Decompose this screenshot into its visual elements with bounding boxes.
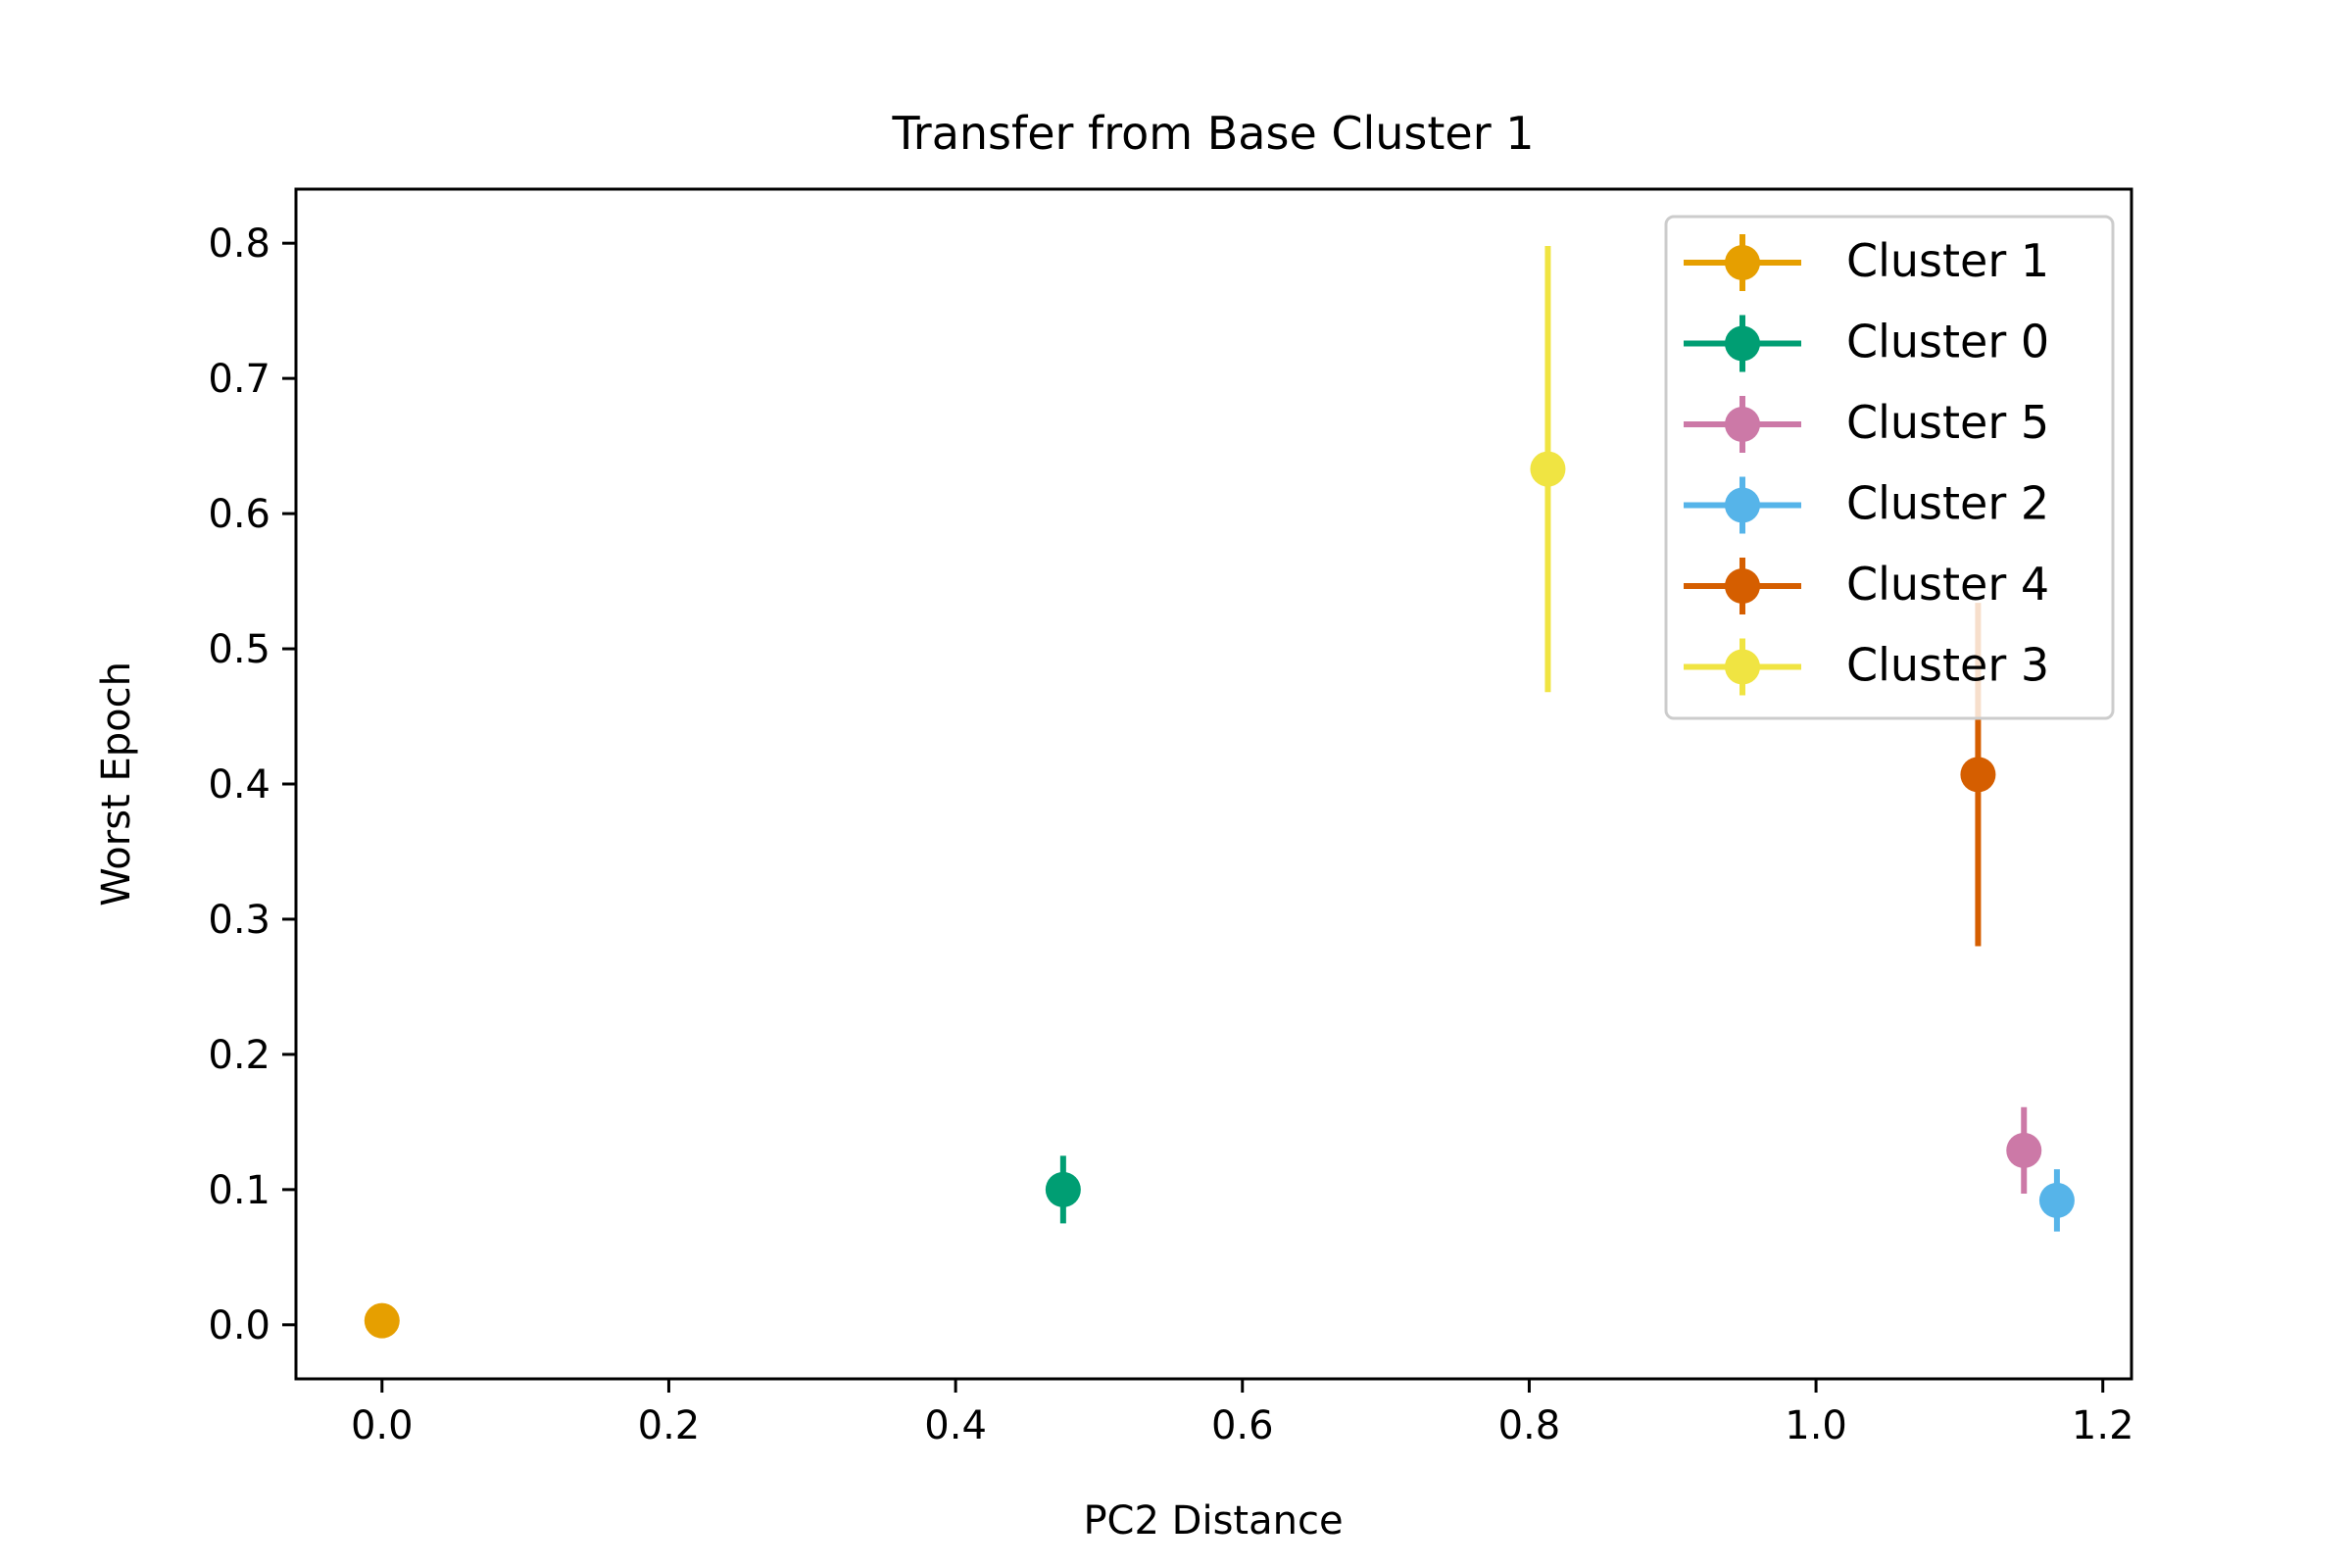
- data-point: [1960, 757, 1996, 793]
- y-tick-label: 0.1: [208, 1168, 270, 1213]
- data-point: [364, 1302, 400, 1339]
- y-tick-label: 0.3: [208, 898, 270, 943]
- legend-label: Cluster 4: [1846, 558, 2049, 611]
- axes-frame: [294, 187, 2133, 1381]
- legend-label: Cluster 3: [1846, 639, 2049, 692]
- y-tick-label: 0.6: [208, 492, 270, 537]
- legend-marker: [1725, 325, 1760, 362]
- data-point: [2006, 1132, 2042, 1168]
- y-tick-label: 0.5: [208, 627, 270, 672]
- x-tick-label: 0.6: [1211, 1403, 1274, 1448]
- series-3: [2038, 1169, 2075, 1232]
- x-tick-label: 0.4: [924, 1403, 987, 1448]
- legend-item: Cluster 3: [1684, 638, 2049, 696]
- series-2: [2006, 1106, 2042, 1195]
- series-0: [364, 1302, 400, 1339]
- data-point: [2038, 1182, 2075, 1218]
- x-tick-label: 0.2: [638, 1403, 701, 1448]
- legend-marker: [1725, 649, 1760, 685]
- y-axis-label: Worst Epoch: [94, 662, 139, 906]
- legend-item: Cluster 4: [1684, 558, 2049, 614]
- y-tick-label: 0.7: [208, 357, 270, 402]
- y-tick-label: 0.2: [208, 1033, 270, 1078]
- chart-title: Transfer from Base Cluster 1: [891, 107, 1534, 160]
- x-axis-label: PC2 Distance: [1083, 1498, 1343, 1544]
- x-tick-label: 0.8: [1498, 1403, 1561, 1448]
- legend-item: Cluster 1: [1684, 234, 2049, 291]
- legend: Cluster 1 Cluster 0 Cluster 5 Cluster 2 Clus…: [1664, 215, 2115, 720]
- y-tick-label: 0.0: [208, 1303, 270, 1348]
- series-layer: [364, 245, 2075, 1339]
- legend-marker: [1725, 407, 1760, 442]
- legend-item: Cluster 5: [1684, 396, 2049, 453]
- legend-item: Cluster 2: [1684, 476, 2049, 534]
- y-tick-label: 0.8: [208, 221, 270, 267]
- legend-label: Cluster 0: [1846, 316, 2049, 368]
- legend-marker: [1725, 568, 1760, 604]
- y-tick-label: 0.4: [208, 762, 270, 808]
- x-tick-label: 1.0: [1785, 1403, 1847, 1448]
- data-point: [1530, 451, 1566, 487]
- legend-marker: [1725, 245, 1760, 280]
- legend-label: Cluster 2: [1846, 477, 2049, 530]
- x-tick-label: 1.2: [2072, 1403, 2134, 1448]
- data-point: [1045, 1171, 1081, 1207]
- series-5: [1530, 245, 1566, 693]
- x-tick-label: 0.0: [351, 1403, 414, 1448]
- series-1: [1045, 1155, 1081, 1224]
- x-axis: 0.0 0.2 0.4 0.6 0.8 1.0 1.2: [351, 1379, 2134, 1448]
- legend-label: Cluster 5: [1846, 396, 2049, 449]
- legend-marker: [1725, 487, 1760, 523]
- legend-item: Cluster 0: [1684, 315, 2049, 372]
- legend-label: Cluster 1: [1846, 234, 2049, 287]
- y-axis: 0.0 0.1 0.2 0.3 0.4 0.5 0.6 0.7 0.8: [208, 221, 296, 1348]
